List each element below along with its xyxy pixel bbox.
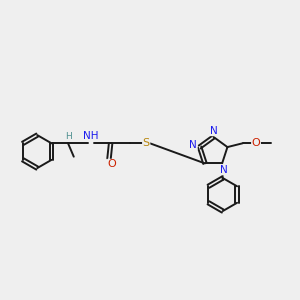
Text: O: O: [252, 138, 260, 148]
Text: NH: NH: [82, 131, 98, 141]
Text: N: N: [210, 126, 218, 136]
Text: N: N: [189, 140, 197, 149]
Text: S: S: [142, 138, 150, 148]
Text: O: O: [108, 159, 117, 169]
Text: H: H: [65, 132, 71, 141]
Text: N: N: [220, 165, 228, 175]
